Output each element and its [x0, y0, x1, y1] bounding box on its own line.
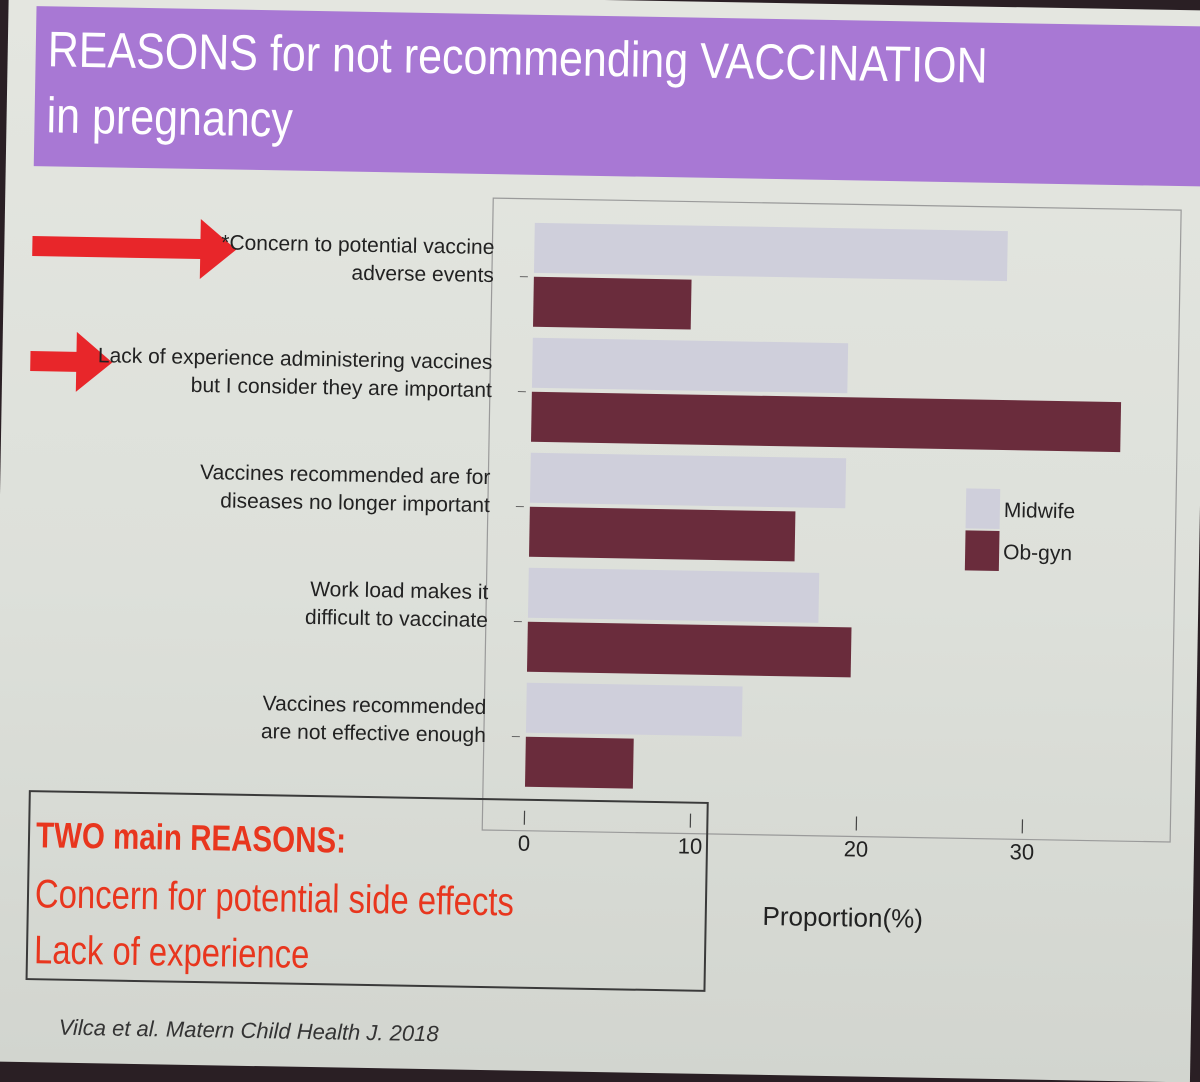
bar-midwife-1	[532, 338, 848, 393]
bar-midwife-2	[530, 453, 846, 508]
category-label: Vaccines recommended are for	[200, 461, 491, 489]
summary-box: TWO main REASONS: Concern for potential …	[26, 790, 709, 992]
category-label: but I consider they are important	[191, 374, 493, 402]
x-axis-title: Proportion(%)	[762, 901, 923, 934]
x-tick-label: 20	[843, 836, 868, 861]
legend-label: Midwife	[1004, 499, 1076, 523]
summary-item: Lack of experience	[34, 928, 310, 978]
bar-midwife-3	[528, 568, 819, 623]
legend-label: Ob-gyn	[1003, 541, 1072, 565]
legend-swatch-ob-gyn	[965, 530, 1000, 571]
category-label: Vaccines recommended	[262, 692, 486, 719]
legend-swatch-midwife	[966, 488, 1001, 529]
category-label: Lack of experience administering vaccine…	[98, 344, 493, 374]
bar-ob-gyn-4	[525, 737, 634, 789]
bar-midwife-0	[534, 223, 1008, 281]
category-label: adverse events	[351, 262, 494, 287]
summary-heading: TWO main REASONS:	[36, 814, 347, 861]
bar-midwife-4	[526, 683, 743, 737]
summary-item: Concern for potential side effects	[35, 872, 515, 925]
bar-ob-gyn-3	[527, 622, 852, 678]
bar-ob-gyn-0	[533, 277, 692, 330]
x-tick-label: 30	[1009, 839, 1034, 864]
category-label: Work load makes it	[310, 578, 489, 604]
bar-ob-gyn-2	[529, 507, 795, 562]
category-label: difficult to vaccinate	[305, 606, 488, 632]
highlight-arrow-icon	[32, 216, 237, 280]
category-label: *Concern to potential vaccine	[221, 231, 495, 259]
category-label: are not effective enough	[261, 720, 486, 747]
bar-ob-gyn-1	[531, 392, 1121, 452]
category-label: diseases no longer important	[220, 489, 490, 517]
